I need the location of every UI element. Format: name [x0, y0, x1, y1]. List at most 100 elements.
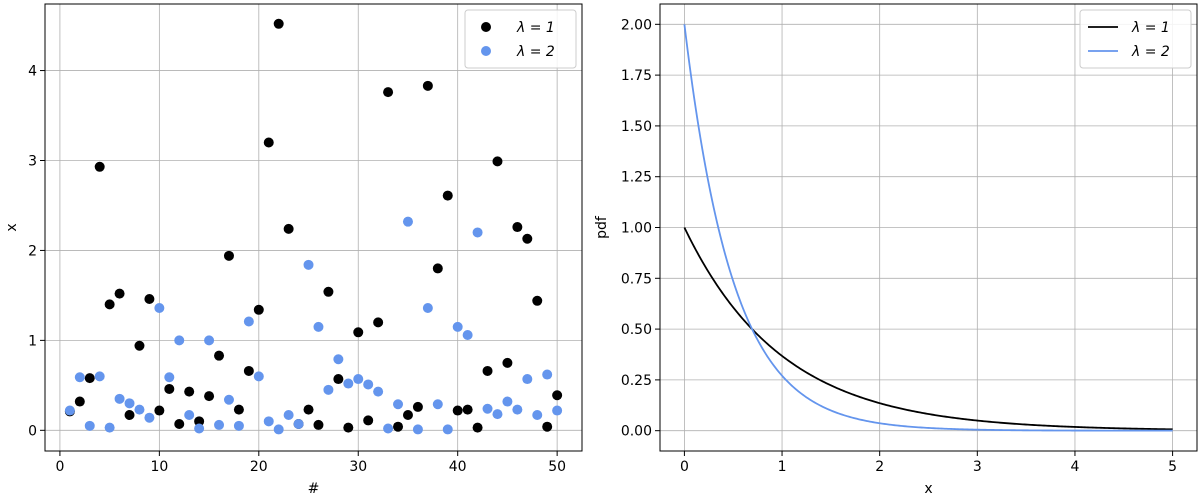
legend-marker	[481, 22, 491, 32]
scatter-point	[452, 405, 463, 416]
y-tick-label: 2	[28, 243, 37, 259]
scatter-point	[263, 416, 274, 427]
scatter-point	[502, 396, 513, 407]
scatter-point	[482, 403, 493, 414]
x-axis-label: #	[308, 481, 320, 497]
legend-box	[1079, 9, 1192, 69]
scatter-point	[174, 335, 185, 346]
scatter-point	[303, 259, 314, 270]
scatter-point	[402, 216, 413, 227]
scatter-point	[363, 379, 374, 390]
scatter-point	[522, 233, 533, 244]
scatter-point	[412, 424, 423, 435]
scatter-point	[323, 384, 334, 395]
y-axis-label: pdf	[594, 215, 610, 239]
scatter-point	[552, 405, 563, 416]
legend-box	[464, 9, 577, 69]
scatter-point	[502, 357, 513, 368]
y-axis-label: x	[4, 223, 20, 231]
x-tick-label: 0	[55, 459, 64, 475]
scatter-point	[313, 321, 324, 332]
scatter-point	[462, 404, 473, 415]
scatter-point	[74, 372, 85, 383]
scatter-point	[552, 390, 563, 401]
scatter-point	[134, 404, 145, 415]
scatter-point	[273, 18, 284, 29]
scatter-point	[333, 354, 344, 365]
scatter-point	[104, 422, 115, 433]
scatter-point	[114, 288, 125, 299]
scatter-point	[253, 304, 264, 315]
x-tick-label: 2	[875, 459, 884, 475]
scatter-point	[253, 371, 264, 382]
scatter-point	[283, 410, 294, 421]
scatter-point	[84, 373, 95, 384]
scatter-point	[204, 335, 215, 346]
x-tick-label: 3	[973, 459, 982, 475]
x-tick-label: 10	[150, 459, 168, 475]
scatter-point	[134, 340, 145, 351]
scatter-point	[373, 317, 384, 328]
scatter-point	[313, 419, 324, 430]
scatter-point	[373, 386, 384, 397]
y-tick-label: 4	[28, 64, 37, 80]
scatter-point	[333, 374, 344, 385]
legend: λ = 1 λ = 2	[1079, 9, 1192, 69]
series-1	[64, 18, 563, 433]
scatter-point	[482, 365, 493, 376]
scatter-point	[194, 423, 205, 434]
x-tick-label: 0	[680, 459, 689, 475]
scatter-point	[233, 420, 244, 431]
scatter-point	[412, 401, 423, 412]
scatter-point	[204, 391, 215, 402]
scatter-point	[442, 424, 453, 435]
scatter-point	[154, 405, 165, 416]
scatter-point	[432, 263, 443, 274]
scatter-point	[154, 302, 165, 313]
plot-frame	[44, 3, 583, 452]
scatter-point	[174, 419, 185, 430]
grid	[660, 4, 1197, 451]
scatter-point	[184, 386, 195, 397]
scatter-point	[542, 421, 553, 432]
scatter-point	[124, 398, 135, 409]
scatter-point	[393, 399, 404, 410]
x-tick-label: 20	[250, 459, 268, 475]
scatter-point	[194, 416, 205, 427]
y-tick-label: 2.00	[621, 17, 652, 33]
scatter-point	[432, 399, 443, 410]
series-line-1	[683, 227, 1173, 431]
scatter-point	[293, 419, 304, 430]
scatter-point	[462, 329, 473, 340]
legend: λ = 1 λ = 2	[464, 9, 577, 69]
scatter-point	[243, 316, 254, 327]
scatter-chart: 0 10 20 30 40 50 0 1 2 3 4 # x λ = 1 λ = 2	[4, 3, 583, 497]
scatter-point	[442, 190, 453, 201]
scatter-point	[492, 409, 503, 420]
scatter-point	[214, 419, 225, 430]
y-tick-label: 0.50	[621, 322, 652, 338]
legend-label: λ = 1	[516, 20, 555, 36]
x-tick-label: 50	[548, 459, 566, 475]
scatter-point	[243, 365, 254, 376]
scatter-point	[472, 227, 483, 238]
scatter-point	[323, 286, 334, 297]
y-tick-label: 1.75	[621, 68, 652, 84]
scatter-point	[144, 412, 155, 423]
y-tick-label: 1.50	[621, 119, 652, 135]
plot-frame	[659, 3, 1198, 452]
x-tick-label: 4	[1070, 459, 1079, 475]
scatter-point	[114, 393, 125, 404]
y-tick-label: 0.25	[621, 373, 652, 389]
y-tick-label: 0.75	[621, 271, 652, 287]
scatter-point	[363, 415, 374, 426]
scatter-point	[164, 372, 175, 383]
scatter-point	[223, 250, 234, 261]
scatter-point	[124, 410, 135, 421]
scatter-point	[273, 424, 284, 435]
x-tick-label: 30	[349, 459, 367, 475]
grid	[45, 4, 582, 451]
scatter-point	[512, 404, 523, 415]
scatter-point	[512, 222, 523, 233]
